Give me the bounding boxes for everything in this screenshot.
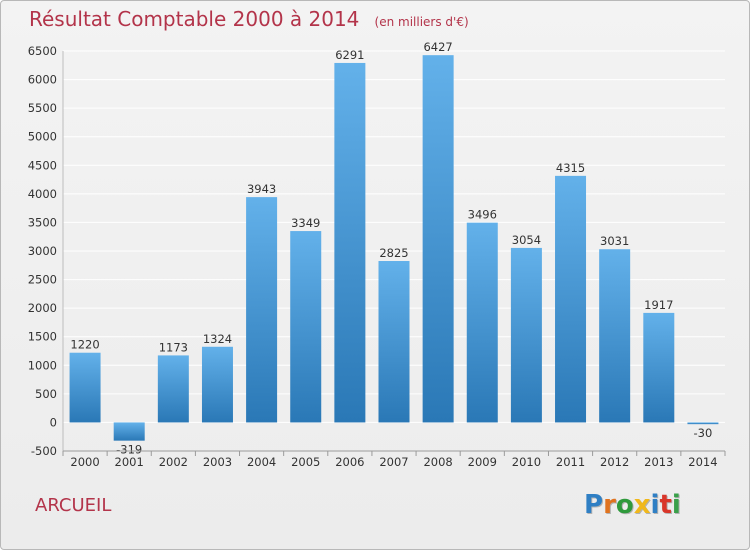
x-tick-label: 2012 — [600, 455, 629, 469]
data-label: 1917 — [644, 298, 673, 312]
y-tick-label: 6500 — [28, 44, 57, 58]
bar — [643, 312, 675, 423]
y-tick-label: 0 — [50, 415, 57, 429]
bar — [157, 355, 189, 423]
y-tick-label: 1000 — [28, 358, 57, 372]
data-label: 3054 — [512, 233, 541, 247]
y-tick-label: 2000 — [28, 301, 57, 315]
data-label: 2825 — [379, 246, 408, 260]
data-label: -319 — [116, 443, 142, 457]
logo-letter: x — [633, 490, 651, 520]
chart-title-block: Résultat Comptable 2000 à 2014 (en milli… — [29, 7, 469, 31]
bar — [466, 222, 498, 423]
data-label: 1324 — [203, 332, 232, 346]
bar — [69, 352, 101, 423]
data-label: 1220 — [70, 338, 99, 352]
bar — [290, 231, 322, 423]
y-tick-label: 5000 — [28, 130, 57, 144]
data-label: -30 — [694, 426, 713, 440]
data-label: 4315 — [556, 161, 585, 175]
bar — [378, 261, 410, 423]
data-label: 6291 — [335, 48, 364, 62]
bar — [246, 197, 278, 423]
data-label: 3349 — [291, 216, 320, 230]
x-tick-label: 2004 — [247, 455, 276, 469]
bar — [422, 55, 454, 423]
bar — [334, 62, 366, 423]
y-tick-label: -500 — [31, 444, 57, 458]
data-label: 3496 — [468, 208, 497, 222]
y-tick-label: 500 — [35, 387, 57, 401]
x-tick-label: 2010 — [512, 455, 541, 469]
bar — [599, 249, 631, 423]
y-tick-label: 4000 — [28, 187, 57, 201]
chart-title: Résultat Comptable 2000 à 2014 — [29, 7, 360, 31]
logo-letter: o — [615, 490, 634, 520]
bar — [687, 422, 719, 425]
y-tick-label: 3500 — [28, 215, 57, 229]
logo-letter: t — [659, 490, 672, 520]
data-label: 1173 — [159, 340, 188, 354]
logo-letter: r — [603, 490, 616, 520]
y-tick-label: 3000 — [28, 244, 57, 258]
x-tick-label: 2002 — [159, 455, 188, 469]
y-tick-label: 6000 — [28, 73, 57, 87]
logo-letter: P — [584, 490, 604, 520]
x-tick-label: 2013 — [644, 455, 673, 469]
bar — [201, 346, 233, 423]
data-label: 6427 — [423, 40, 452, 54]
logo-letter: i — [650, 490, 660, 520]
x-tick-label: 2008 — [423, 455, 452, 469]
bar — [555, 175, 587, 423]
x-tick-label: 2000 — [70, 455, 99, 469]
bar — [510, 247, 542, 423]
proxiti-logo: Proxiti — [584, 490, 681, 520]
data-label: 3031 — [600, 234, 629, 248]
x-tick-label: 2005 — [291, 455, 320, 469]
chart-subtitle: (en milliers d'€) — [374, 15, 469, 29]
x-tick-label: 2006 — [335, 455, 364, 469]
data-label: 3943 — [247, 182, 276, 196]
x-tick-label: 2001 — [115, 455, 144, 469]
logo-letter: i — [671, 490, 681, 520]
y-tick-label: 1500 — [28, 330, 57, 344]
x-tick-label: 2011 — [556, 455, 585, 469]
y-tick-label: 2500 — [28, 273, 57, 287]
y-tick-label: 5500 — [28, 101, 57, 115]
bar — [113, 422, 145, 441]
x-tick-label: 2003 — [203, 455, 232, 469]
town-name: ARCUEIL — [35, 495, 112, 516]
y-tick-label: 4500 — [28, 158, 57, 172]
x-tick-label: 2007 — [379, 455, 408, 469]
x-tick-label: 2009 — [468, 455, 497, 469]
x-tick-label: 2014 — [688, 455, 717, 469]
